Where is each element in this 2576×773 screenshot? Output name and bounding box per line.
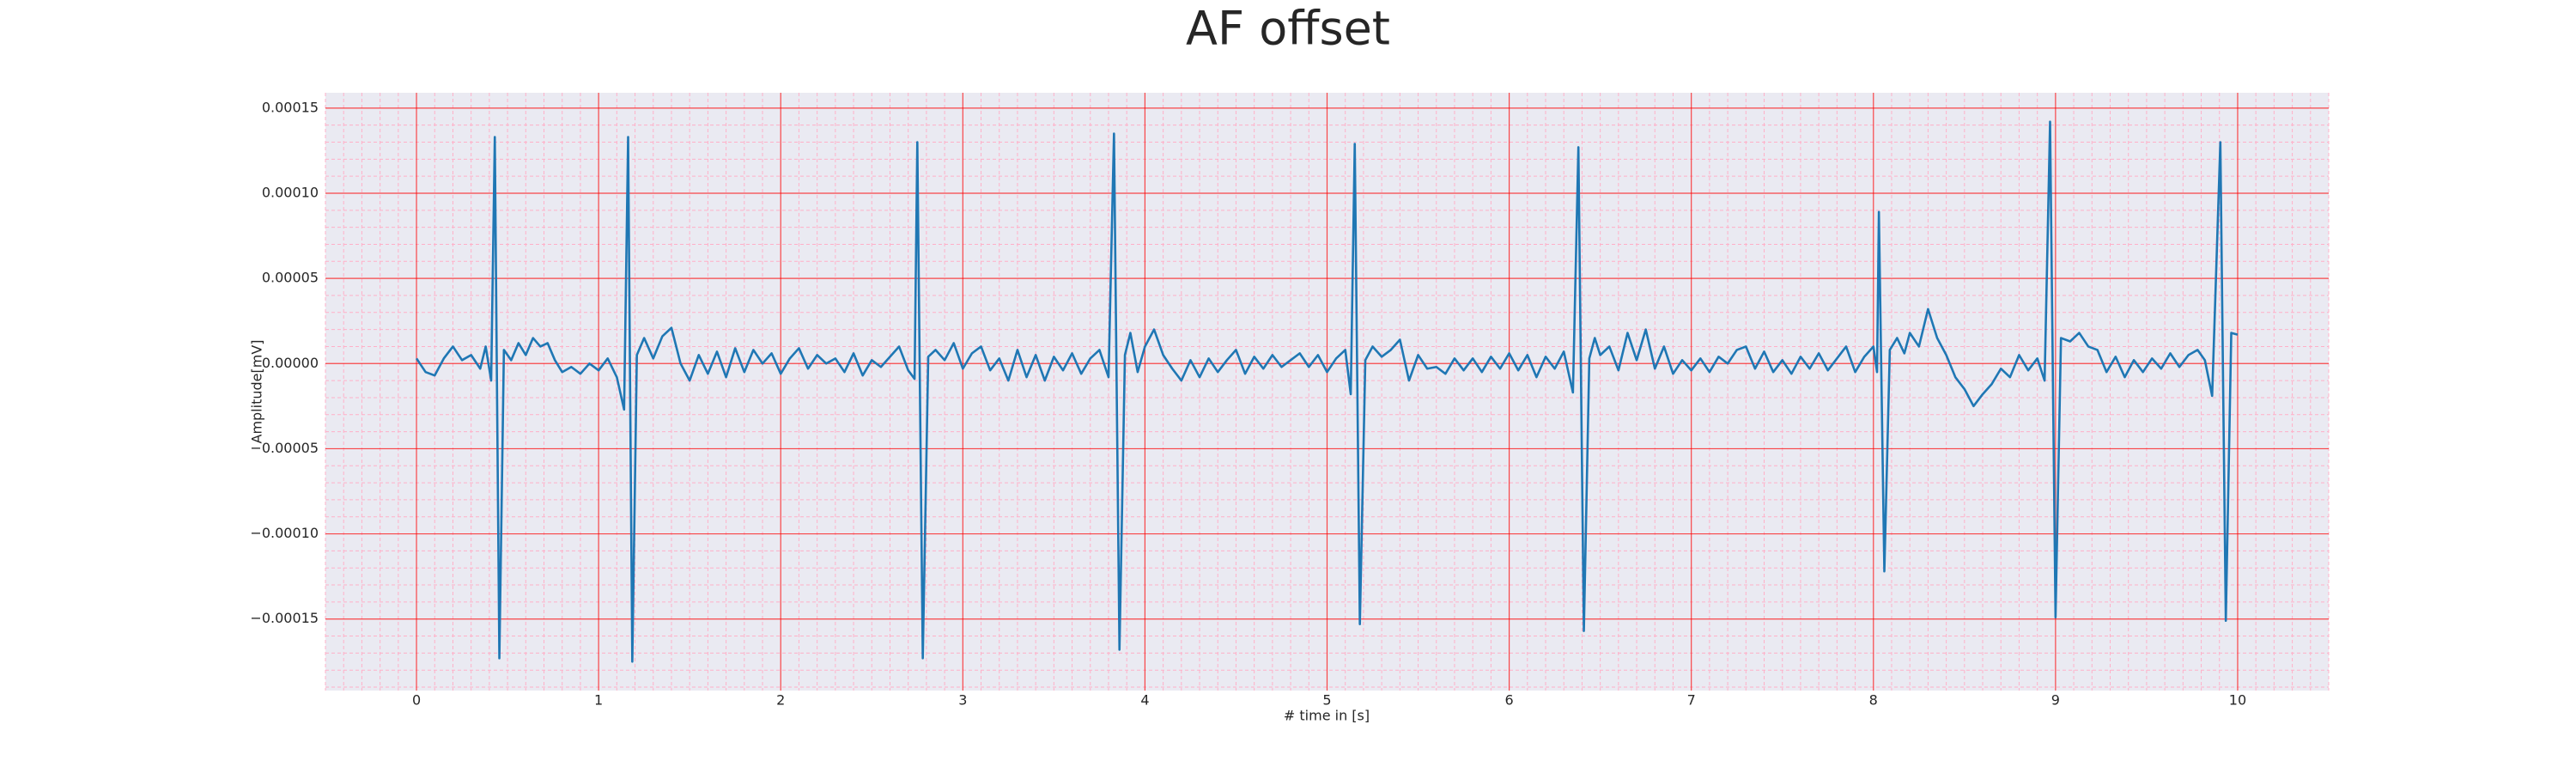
- x-tick-label: 0: [412, 692, 421, 709]
- x-tick-label: 8: [1869, 692, 1878, 709]
- x-tick-label: 1: [594, 692, 603, 709]
- x-tick-label: 10: [2229, 692, 2246, 709]
- x-tick-label: 3: [958, 692, 967, 709]
- y-tick-label: −0.00005: [250, 440, 319, 456]
- x-tick-label: 9: [2051, 692, 2060, 709]
- x-tick-label: 7: [1687, 692, 1696, 709]
- y-axis-label: Amplitude[mV]: [249, 339, 265, 443]
- y-tick-label: 0.00015: [262, 99, 319, 115]
- y-tick-label: 0.00010: [262, 184, 319, 200]
- x-tick-label: 4: [1140, 692, 1149, 709]
- signal-line: [415, 120, 2239, 663]
- y-tick-label: −0.00015: [250, 610, 319, 626]
- x-tick-label: 2: [776, 692, 785, 709]
- chart-title: AF offset: [1186, 2, 1390, 56]
- y-tick-label: 0.00005: [262, 270, 319, 286]
- x-tick-label: 5: [1322, 692, 1331, 709]
- x-tick-label: 6: [1504, 692, 1513, 709]
- x-axis-label: # time in [s]: [1284, 708, 1370, 724]
- y-tick-label: 0.00000: [262, 355, 319, 371]
- y-tick-label: −0.00010: [250, 525, 319, 541]
